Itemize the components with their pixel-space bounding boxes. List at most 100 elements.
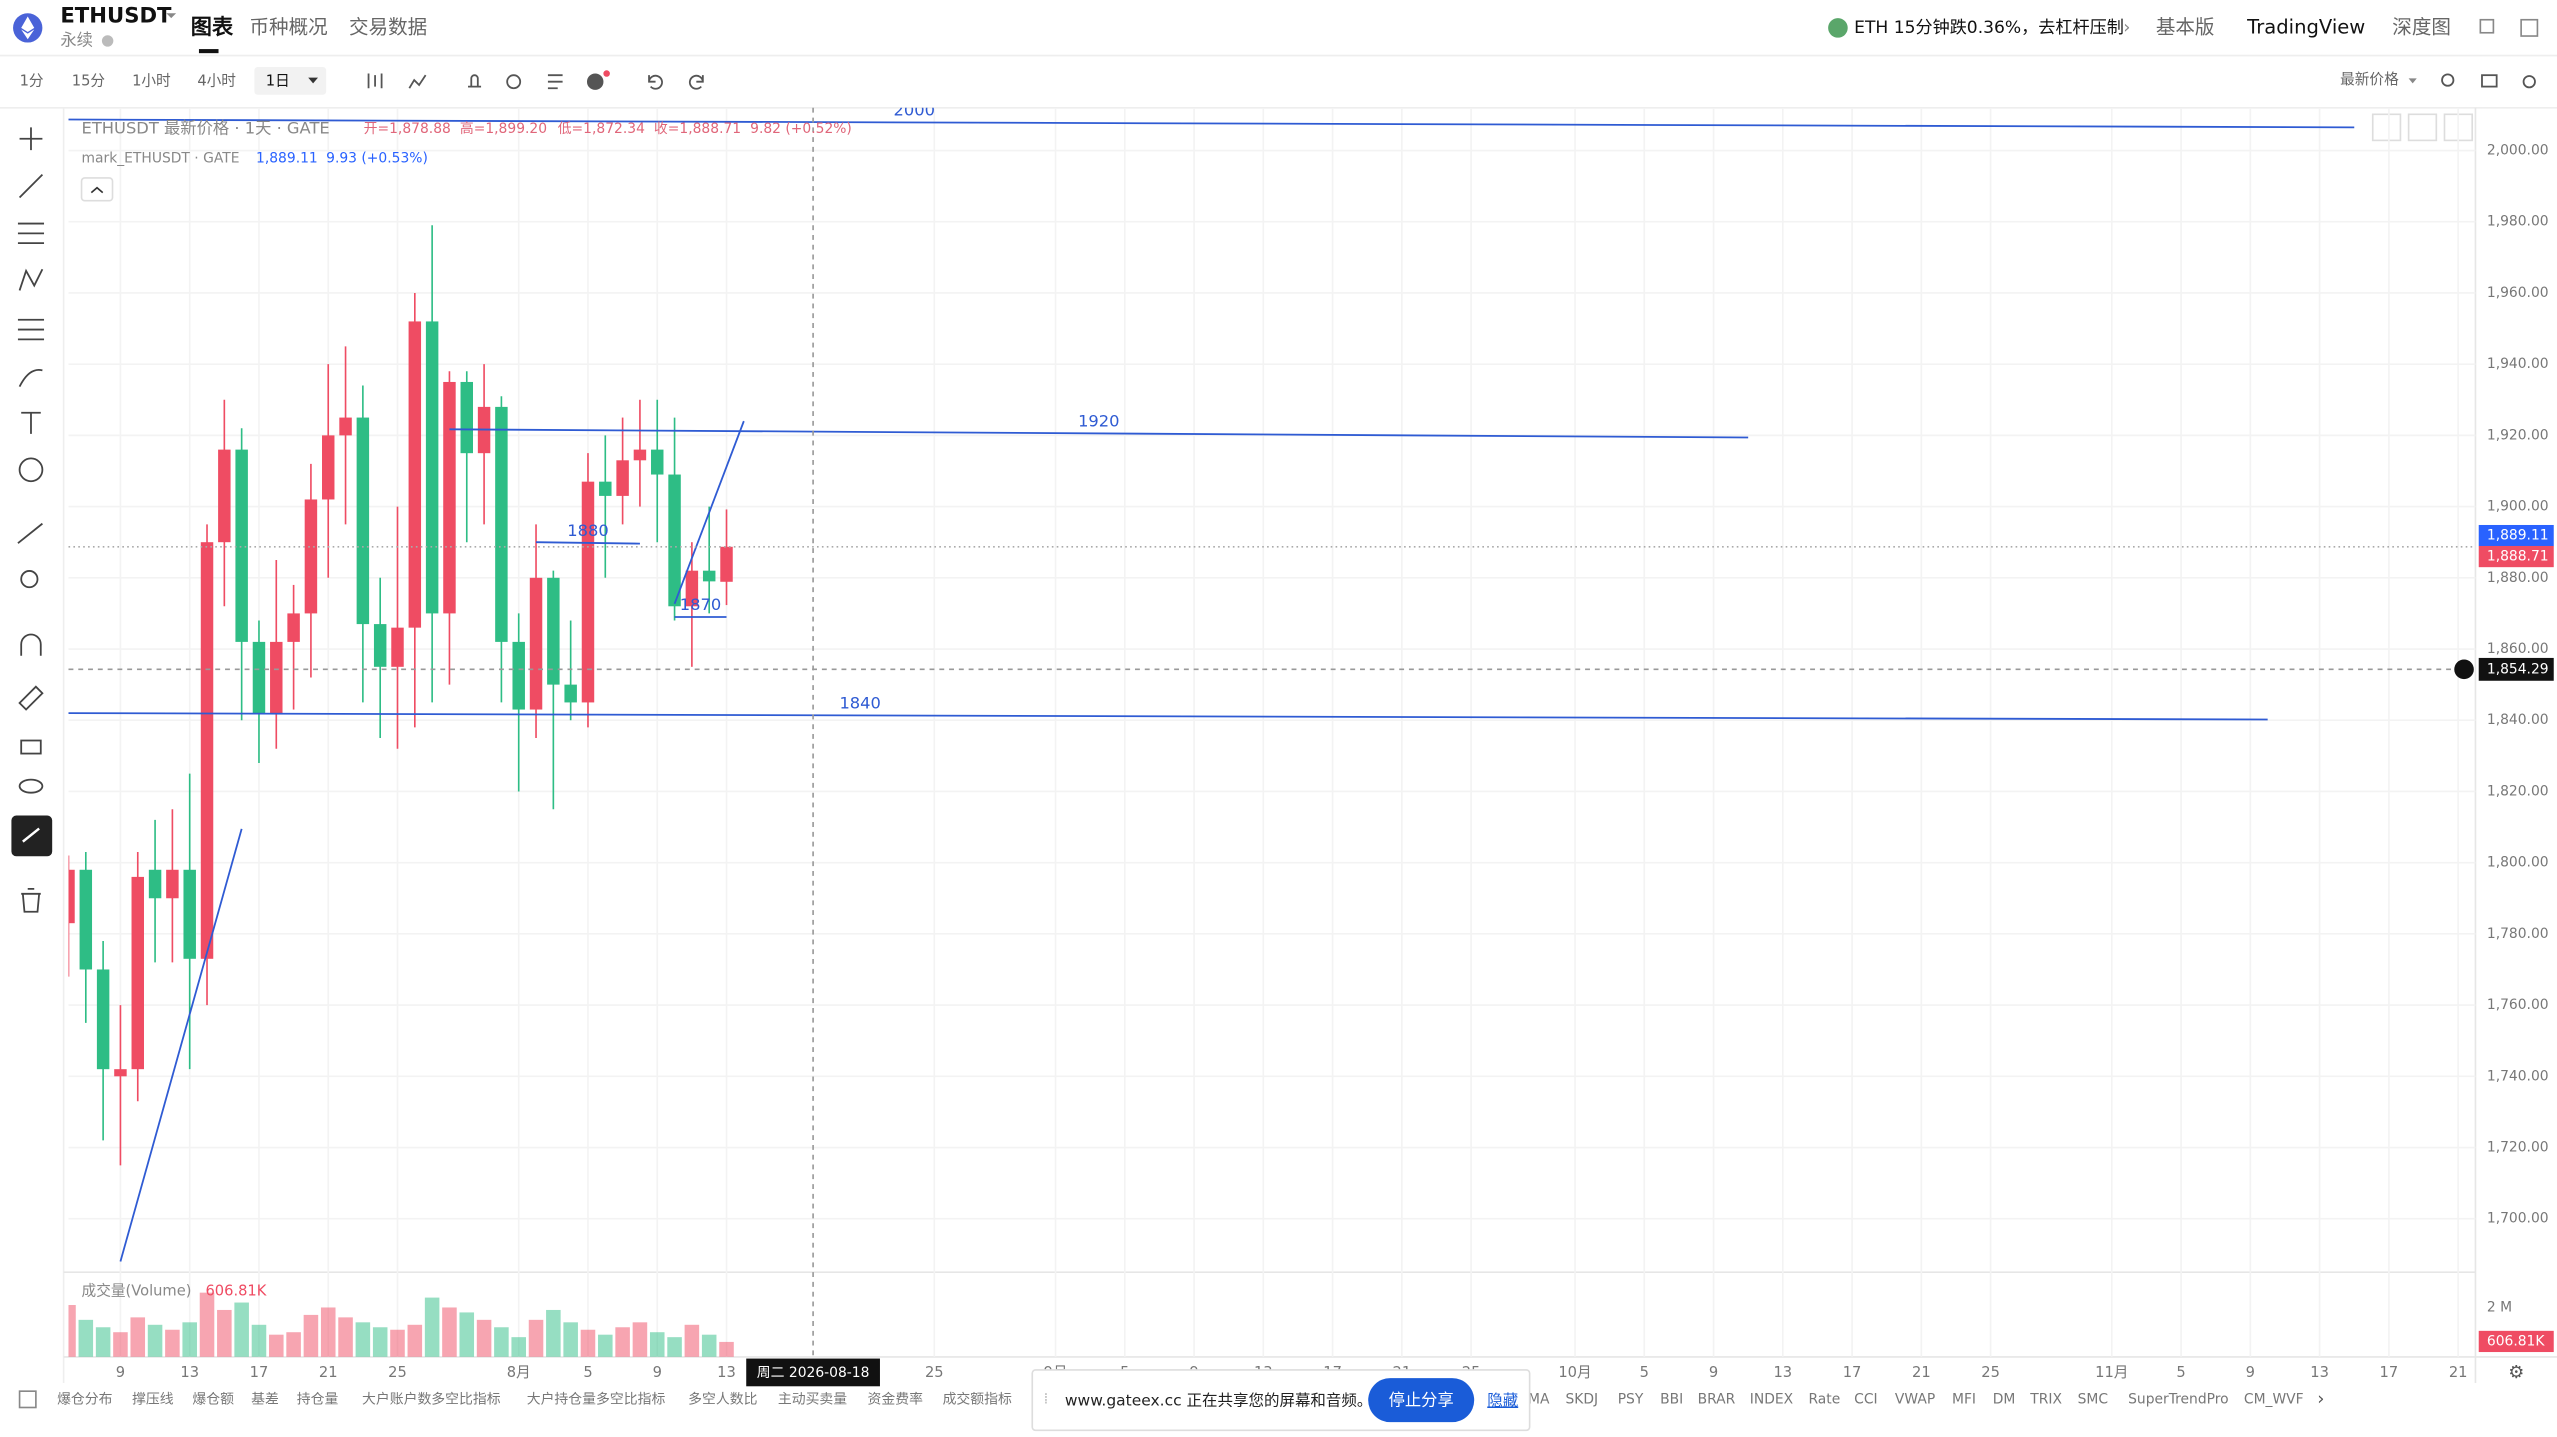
- indicator-tab[interactable]: 爆仓分布: [57, 1391, 113, 1407]
- magnet-tool[interactable]: [20, 633, 42, 656]
- fib-tool[interactable]: [17, 222, 45, 245]
- indicator-tab[interactable]: 多空人数比: [688, 1390, 757, 1407]
- crosshair-y-label: 1,854.29: [2487, 661, 2549, 677]
- banner-message: www.gateex.cc 正在共享您的屏幕和音频。: [1065, 1391, 1373, 1409]
- tab[interactable]: 币种概况: [250, 15, 328, 38]
- symbol[interactable]: ETHUSDT: [60, 2, 172, 27]
- dropdown-arrow[interactable]: [166, 13, 177, 19]
- fullscreen-icon[interactable]: [2520, 18, 2539, 37]
- indicator-tab[interactable]: SMC: [2078, 1391, 2108, 1407]
- interval[interactable]: 1日: [266, 73, 290, 90]
- volume-bar: [95, 1327, 111, 1357]
- price-tag-label: 1,888.71: [2487, 549, 2549, 565]
- price-source[interactable]: 最新价格: [2340, 71, 2399, 88]
- indicator-tab[interactable]: INDEX: [1750, 1391, 1794, 1407]
- news[interactable]: ETH 15分钟跌0.36%，去杠杆压制: [1854, 18, 2124, 38]
- x-tick-label: 13: [180, 1364, 199, 1381]
- line-tool[interactable]: [18, 174, 44, 199]
- visibility-tool[interactable]: [18, 778, 44, 794]
- delete-tool[interactable]: [21, 888, 41, 913]
- template-icon[interactable]: [547, 74, 563, 90]
- text-tool[interactable]: [21, 411, 41, 434]
- settings-icon[interactable]: [2522, 75, 2536, 89]
- indicator-tab[interactable]: SuperTrendPro: [2128, 1391, 2229, 1407]
- zoom-tool[interactable]: [20, 570, 39, 589]
- scroll-button[interactable]: [2371, 113, 2402, 142]
- prediction-tool[interactable]: [17, 318, 45, 341]
- candle-body: [460, 381, 474, 454]
- indicator-tab[interactable]: 大户持仓量多空比指标: [527, 1390, 666, 1407]
- view-switch[interactable]: 深度图: [2392, 15, 2451, 38]
- ruler-tool[interactable]: [17, 522, 43, 544]
- indicator-tab[interactable]: PSY: [1618, 1391, 1644, 1407]
- undo-icon[interactable]: [648, 74, 663, 90]
- indicator-tab[interactable]: BRAR: [1698, 1391, 1736, 1407]
- lock-tool[interactable]: [20, 739, 42, 755]
- indicator-tab[interactable]: 大户账户数多空比指标: [362, 1390, 501, 1407]
- add-icon[interactable]: [586, 73, 604, 90]
- x-tick-label: 10月: [1558, 1364, 1591, 1381]
- crosshair-tool[interactable]: [19, 127, 43, 151]
- y-tick-label: 1,920.00: [2487, 427, 2549, 443]
- indicator-tab[interactable]: BBI: [1660, 1391, 1683, 1407]
- hide-link[interactable]: 隐藏: [1487, 1391, 1518, 1409]
- search-icon[interactable]: [2441, 73, 2455, 87]
- indicator-tab[interactable]: DM: [1993, 1391, 2016, 1407]
- collapse-button[interactable]: [2407, 113, 2438, 142]
- indicator-tab[interactable]: MFI: [1952, 1391, 1976, 1407]
- emoji-tool[interactable]: [18, 457, 44, 483]
- tab[interactable]: 图表: [191, 14, 234, 39]
- calendar-icon[interactable]: [18, 1390, 37, 1409]
- volume-bar: [459, 1312, 475, 1357]
- info-icon[interactable]: [101, 35, 114, 47]
- interval[interactable]: 1分: [20, 73, 44, 90]
- indicator-tab[interactable]: Rate: [1808, 1391, 1840, 1407]
- interval-dropdown[interactable]: [308, 77, 318, 84]
- price-dropdown[interactable]: [2408, 78, 2417, 84]
- volume-tag: [2478, 1330, 2554, 1353]
- indicator-tab[interactable]: 主动买卖量: [778, 1391, 847, 1407]
- crosshair-plus[interactable]: [2454, 659, 2474, 680]
- camera-icon[interactable]: [2481, 74, 2498, 88]
- axis-settings-icon[interactable]: ⚙: [2508, 1362, 2524, 1383]
- indicator-tab[interactable]: 爆仓额: [192, 1391, 234, 1407]
- indicator-tab[interactable]: CCI: [1854, 1391, 1877, 1407]
- candle-body: [633, 449, 647, 461]
- tab[interactable]: 交易数据: [349, 15, 427, 38]
- replay-icon[interactable]: [506, 74, 522, 90]
- legend-ohlc: 高=1,899.20: [460, 120, 547, 137]
- indicator-tab[interactable]: TRIX: [2029, 1391, 2062, 1407]
- expand-icon[interactable]: [2479, 18, 2495, 34]
- legend-title[interactable]: ETHUSDT 最新价格 · 1天 · GATE: [82, 118, 330, 137]
- x-tick-label: 13: [1773, 1364, 1792, 1381]
- legend-change: 9.82 (+0.52%): [750, 121, 852, 137]
- view-switch[interactable]: TradingView: [2246, 15, 2365, 38]
- stop-share-button[interactable]: [1368, 1378, 1475, 1423]
- candle-type-icon[interactable]: [367, 73, 383, 89]
- interval-selected: [254, 67, 327, 95]
- pattern-tool[interactable]: [18, 268, 44, 291]
- indicator-tab[interactable]: VWAP: [1895, 1391, 1935, 1407]
- alert-icon[interactable]: [468, 74, 482, 88]
- indicator-tab[interactable]: MA: [1528, 1391, 1550, 1407]
- indicator-tab[interactable]: 资金费率: [868, 1390, 924, 1407]
- candle-body: [581, 481, 595, 703]
- indicator-tab[interactable]: 撑压线: [132, 1391, 174, 1407]
- collapse-legend[interactable]: [80, 177, 114, 202]
- indicator-tab[interactable]: CM_WVF: [2244, 1391, 2304, 1407]
- indicator-tab[interactable]: 持仓量: [297, 1391, 339, 1407]
- interval[interactable]: 1小时: [132, 73, 171, 90]
- indicator-tab[interactable]: 基差: [251, 1390, 279, 1407]
- y-tick-label: 1,780.00: [2487, 926, 2549, 942]
- candle-body: [443, 381, 456, 614]
- indicator-icon[interactable]: [408, 74, 427, 89]
- indicator-tab[interactable]: SKDJ: [1566, 1391, 1599, 1407]
- interval[interactable]: 15分: [72, 73, 106, 90]
- brush-tool[interactable]: [18, 368, 43, 388]
- indicator-tab[interactable]: 成交额指标: [943, 1390, 1012, 1407]
- indicator-more[interactable]: ›: [2317, 1388, 2324, 1409]
- lock-draw-tool[interactable]: [18, 685, 44, 711]
- redo-icon[interactable]: [689, 74, 704, 90]
- view-switch[interactable]: 基本版: [2156, 15, 2215, 38]
- interval[interactable]: 4小时: [197, 73, 236, 90]
